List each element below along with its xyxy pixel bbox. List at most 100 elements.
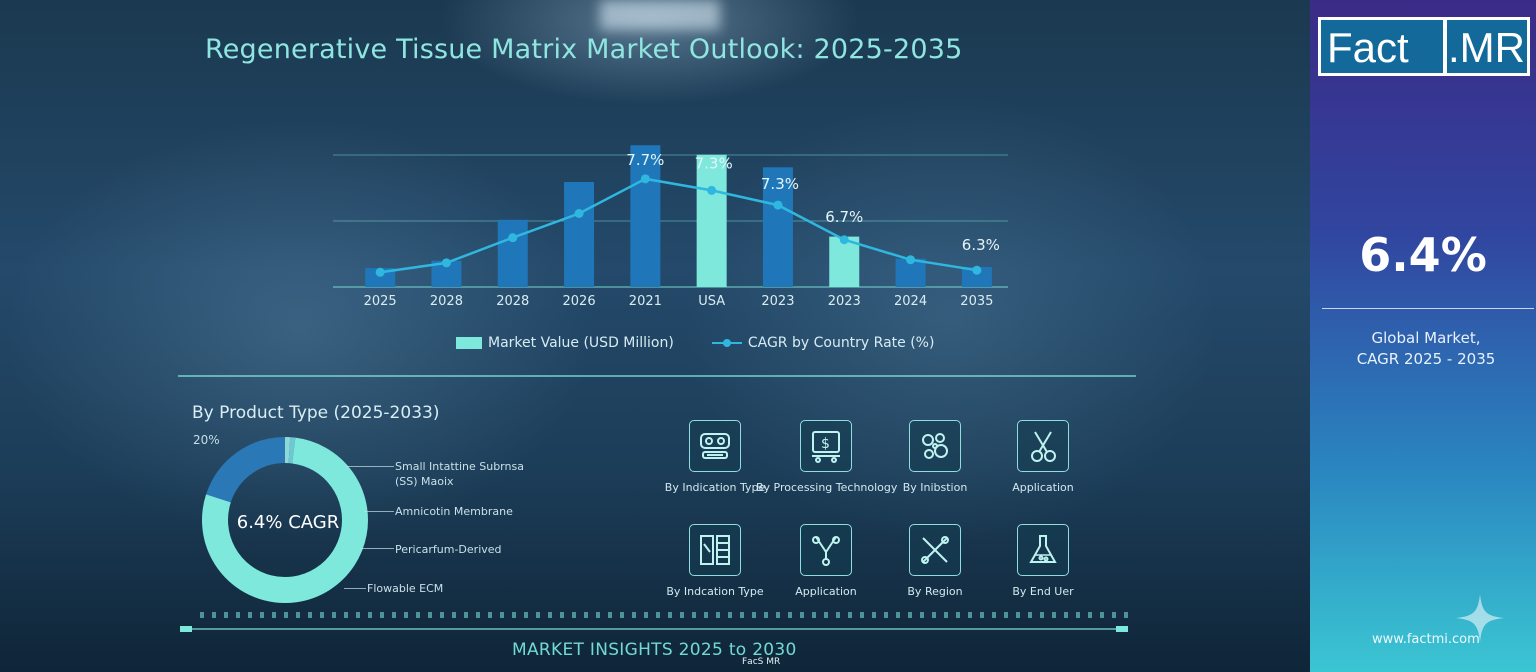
donut-percent-label: 20%: [193, 433, 220, 447]
infographic-main: Regenerative Tissue Matrix Market Outloo…: [0, 0, 1310, 672]
bar: [696, 154, 727, 287]
donut-label-pericardium: Pericarfum-Derived: [395, 543, 502, 556]
x-tick-label: 2025: [364, 294, 397, 309]
line-point: [640, 174, 650, 184]
data-label: 6.7%: [825, 208, 863, 226]
donut-label-flowable: Flowable ECM: [367, 582, 444, 595]
bar: [365, 268, 396, 287]
footer-brand: FаcS MR: [742, 657, 781, 667]
bar: [961, 267, 992, 287]
logo-text-fact: Fact: [1327, 24, 1409, 71]
market-chart: 2025 2028 2028 2026 2021 USA 2023 2023 2024 2035 7…: [333, 145, 1008, 309]
tile-inibstion[interactable]: By Inibstion: [865, 420, 1005, 494]
line-point: [574, 209, 584, 218]
tile-label: Application: [795, 585, 857, 598]
tile-label: By Inibstion: [902, 481, 968, 494]
dotted-rule: [200, 612, 1130, 618]
svg-text:$: $: [821, 436, 830, 452]
x-tick-label: USA: [698, 294, 725, 309]
line-point: [773, 200, 783, 210]
donut-leader-line: [364, 511, 394, 512]
global-cagr-label: Global Market, CAGR 2025 - 2035: [1320, 328, 1532, 370]
series-line: [379, 177, 978, 274]
tile-label: By Indication Type: [664, 481, 766, 494]
dollar-device-icon: $: [800, 420, 852, 472]
bar: [762, 167, 793, 287]
footer-title: MARKET INSIGHTS 2025 to 2030: [512, 640, 797, 660]
x-tick-label: 2021: [629, 294, 662, 309]
page-title: Regenerative Tissue Matrix Market Outloo…: [205, 34, 963, 65]
factmr-logo[interactable]: Fact .MR: [1318, 17, 1530, 76]
website-link[interactable]: www.factmi.com: [1372, 632, 1480, 647]
donut-leader-line: [344, 588, 366, 589]
tile-processing-technology[interactable]: $ By Processing Technology: [756, 420, 898, 494]
donut-title: By Product Type (2025-2033): [192, 403, 440, 423]
tile-label: By Processing Technology: [756, 481, 898, 494]
legend-bar-label: Market Value (USD Million): [488, 335, 674, 351]
donut-label-small-intestine: Small Intattine Subrnsa (SS) Maoix: [395, 460, 524, 488]
logo-separator: [1443, 20, 1447, 73]
line-point: [972, 265, 982, 275]
legend-bar-swatch: [456, 337, 482, 349]
line-point: [375, 267, 385, 277]
flask-icon: [1017, 524, 1069, 576]
tweezers-icon: [909, 524, 961, 576]
x-tick-label: 2026: [563, 294, 596, 309]
tile-indication-type[interactable]: By Indication Type: [645, 420, 785, 494]
x-tick-label: 2023: [761, 294, 794, 309]
chart-legend: Market Value (USD Million) CAGR by Count…: [456, 335, 934, 351]
lab-device-icon: [689, 420, 741, 472]
bottom-rule: [180, 626, 1128, 632]
x-tick-label: 2023: [828, 294, 861, 309]
line-point: [508, 233, 518, 243]
scissors-icon: [1017, 420, 1069, 472]
ceiling-light: [600, 0, 720, 30]
sidebar-rule: [1322, 308, 1534, 309]
section-divider: [178, 375, 1136, 377]
bar: [630, 145, 661, 287]
logo-text-mr: .MR: [1448, 24, 1525, 71]
donut-label-amniotic: Amnicotin Membrane: [395, 505, 513, 518]
tile-label: Application: [1012, 481, 1074, 494]
global-cagr-value: 6.4%: [1359, 228, 1487, 282]
data-label: 6.3%: [962, 236, 1000, 254]
x-tick-label: 2028: [496, 294, 529, 309]
data-label: 7.3%: [695, 154, 733, 172]
tile-indcation-type[interactable]: By Indcation Type: [645, 524, 785, 598]
line-point: [839, 235, 849, 245]
line-point: [707, 185, 717, 195]
bar: [829, 236, 860, 287]
tile-label: By Region: [907, 585, 963, 598]
x-tick-label: 2028: [430, 294, 463, 309]
x-tick-label: 2024: [894, 294, 927, 309]
donut-slice: [206, 437, 286, 503]
line-point: [906, 255, 916, 265]
legend-line-swatch: [711, 337, 742, 349]
tile-end-user[interactable]: By End Uer: [973, 524, 1113, 598]
donut-center-label: 6.4% CAGR: [236, 512, 340, 533]
legend-line-label: CAGR by Country Rate (%): [747, 335, 935, 351]
tile-label: By End Uer: [1012, 585, 1074, 598]
tile-label: By Indcation Type: [666, 585, 764, 598]
product-type-donut: [202, 437, 368, 603]
global-cagr-label-line1: Global Market,: [1371, 329, 1481, 347]
sidebar: Fact .MR 6.4% Global Market, CAGR 2025 -…: [1310, 0, 1536, 672]
donut-slice: [202, 437, 368, 603]
tile-application[interactable]: Application: [973, 420, 1113, 494]
data-label: 7.7%: [626, 151, 664, 169]
line-point: [441, 258, 451, 268]
rack-icon: [689, 524, 741, 576]
donut-leader-line: [346, 466, 394, 467]
data-label: 7.3%: [761, 175, 799, 193]
bar: [564, 182, 595, 287]
logo-box: Fact .MR: [1321, 20, 1527, 73]
tongs-icon: [800, 524, 852, 576]
donut-leader-line: [360, 548, 394, 549]
cells-icon: [909, 420, 961, 472]
bar: [497, 219, 528, 287]
sparkle-icon: [1456, 594, 1504, 642]
global-cagr-label-line2: CAGR 2025 - 2035: [1356, 350, 1496, 368]
tile-application-2[interactable]: Application: [756, 524, 896, 598]
x-tick-label: 2035: [960, 294, 993, 309]
tile-region[interactable]: By Region: [865, 524, 1005, 598]
